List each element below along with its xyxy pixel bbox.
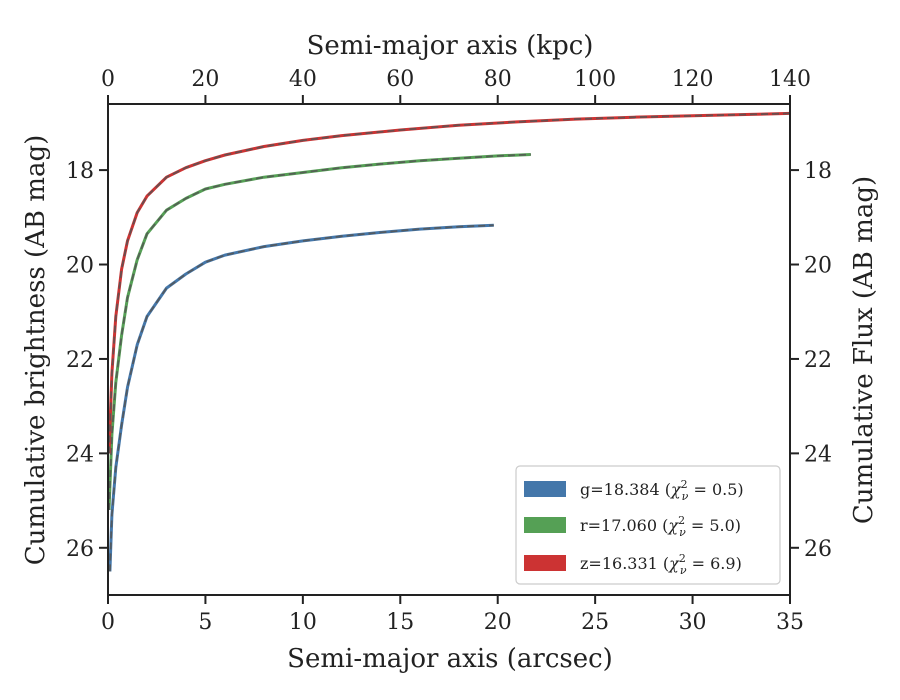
y-tick-label: 22 [66, 348, 94, 373]
legend-entries: g=18.384 (χ2 ν = 0.5) r=17.060 (χ2 ν = 5.0)… [524, 478, 744, 577]
model-line-z [108, 112, 791, 454]
legend-swatch-g [524, 481, 566, 497]
y2-tick-label: 26 [804, 537, 832, 562]
y-axis-label: Cumulative brightness (AB mag) [21, 135, 51, 566]
y-tick-label: 18 [66, 159, 94, 184]
plot-frame [107, 103, 791, 596]
y-tick-label: 26 [66, 537, 94, 562]
legend-box [515, 465, 781, 585]
x2-tick-label: 60 [386, 67, 414, 92]
y2-axis-label: Cumulative Flux (AB mag) [849, 176, 879, 524]
x-tick-label: 35 [776, 610, 804, 635]
legend-swatch-z [524, 555, 566, 571]
x-tick-label: 25 [581, 610, 609, 635]
x2-tick-label: 120 [672, 67, 714, 92]
series-line-g [108, 223, 494, 572]
plot-lines [107, 111, 791, 572]
x-axis-label: Semi-major axis (arcsec) [287, 644, 613, 674]
y2-tick-label: 22 [804, 348, 832, 373]
x2-tick-label: 20 [191, 67, 219, 92]
x2-tick-label: 80 [484, 67, 512, 92]
legend-label-g: g=18.384 (χ2 ν = 0.5) [580, 478, 744, 503]
y2-tick-label: 18 [804, 159, 832, 184]
x-tick-label: 30 [679, 610, 707, 635]
x-tick-label: 15 [386, 610, 414, 635]
series-line-z [107, 111, 791, 454]
x-tick-label: 20 [484, 610, 512, 635]
y2-tick-label: 24 [804, 442, 832, 467]
model-line-g [109, 224, 494, 572]
x2-tick-label: 0 [101, 67, 115, 92]
y-tick-label: 20 [66, 254, 94, 279]
y-tick-label: 24 [66, 442, 94, 467]
x2-tick-label: 100 [574, 67, 616, 92]
legend-swatch-r [524, 517, 566, 533]
legend-label-r: r=17.060 (χ2 ν = 5.0) [580, 514, 741, 539]
x-tick-label: 10 [289, 610, 317, 635]
axis-ticks: 0 5 10 15 20 25 30 35 0 20 40 60 80 100 120 140 18 18 20 20… [66, 67, 832, 635]
x2-axis-label: Semi-major axis (kpc) [307, 31, 594, 61]
x2-tick-label: 40 [289, 67, 317, 92]
legend: g=18.384 (χ2 ν = 0.5) r=17.060 (χ2 ν = 5.0)… [515, 465, 781, 585]
x-tick-label: 5 [198, 610, 212, 635]
series-line-r [107, 153, 531, 511]
x2-tick-label: 140 [769, 67, 811, 92]
x-tick-label: 0 [101, 610, 115, 635]
y2-tick-label: 20 [804, 254, 832, 279]
legend-label-z: z=16.331 (χ2 ν = 6.9) [580, 552, 742, 577]
model-line-r [108, 153, 531, 511]
